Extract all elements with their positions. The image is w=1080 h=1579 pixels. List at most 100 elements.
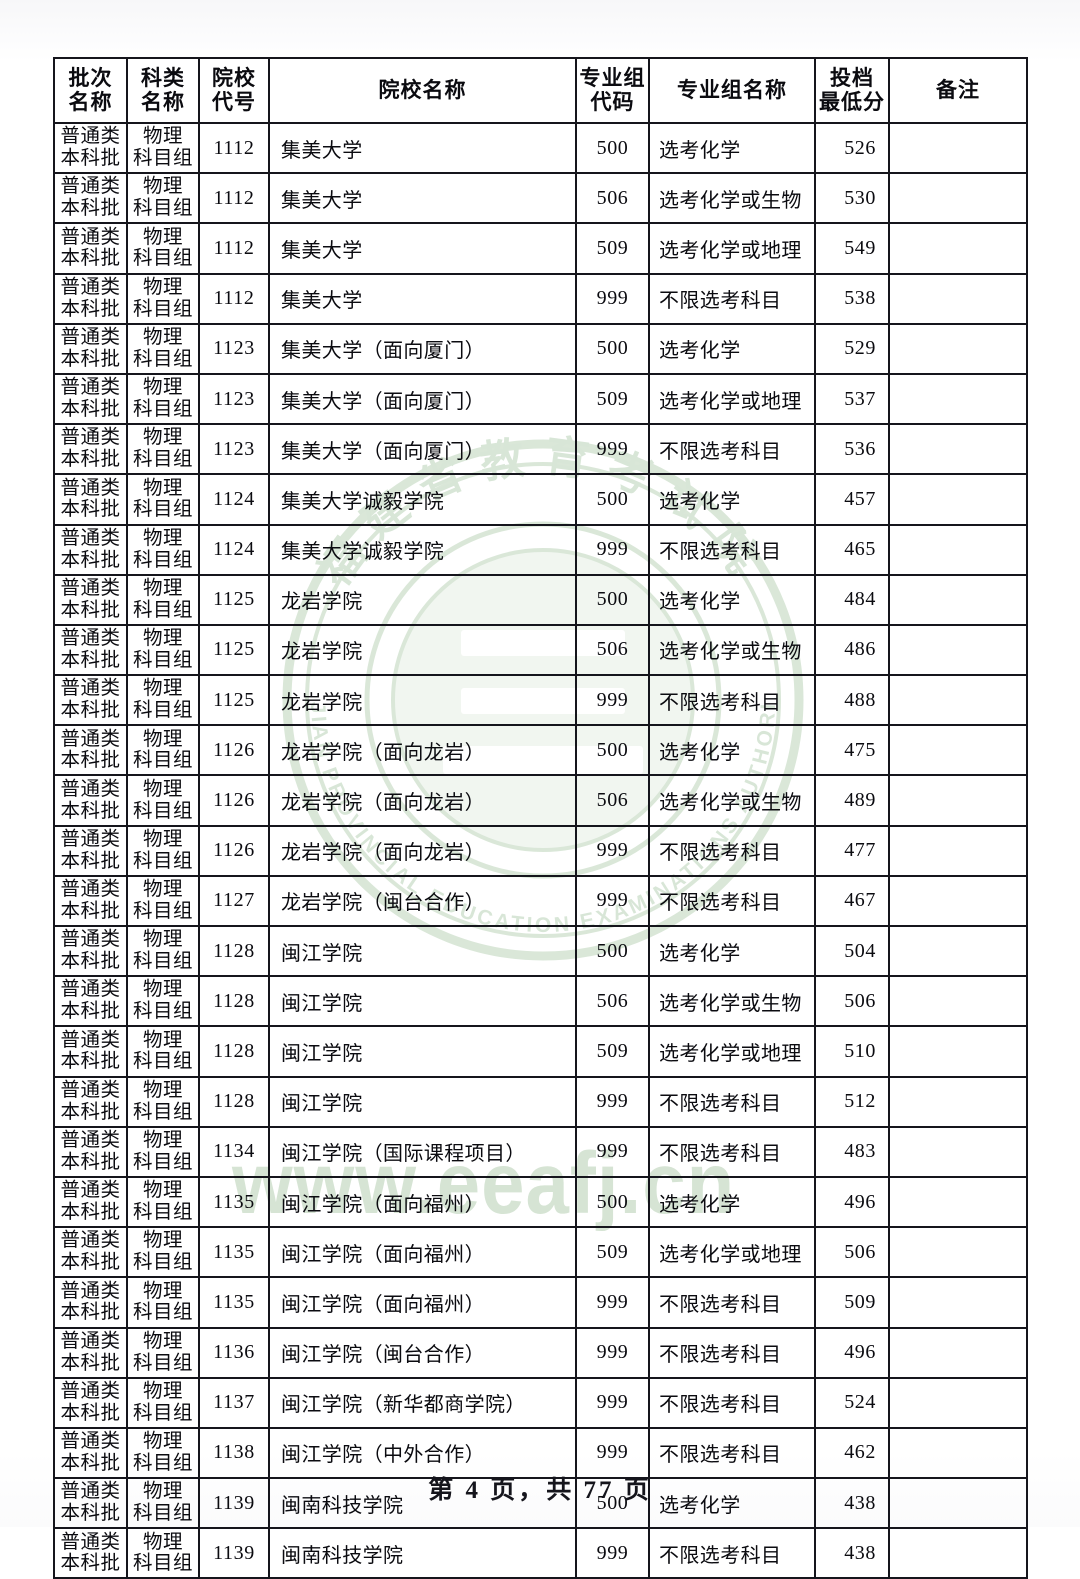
cell-min-score: 467 — [814, 874, 890, 928]
cell-school-name: 龙岩学院（面向龙岩） — [268, 824, 577, 877]
batch-line-1: 普通类 — [60, 678, 121, 700]
cell-group-code: 500 — [575, 1477, 650, 1530]
cell-group-name: 选考化学 — [648, 924, 816, 978]
subject-line-2: 科目组 — [132, 399, 193, 421]
cell-note — [888, 573, 1028, 626]
cell-note — [888, 1175, 1028, 1229]
cell-group-name: 选考化学或生物 — [648, 774, 816, 827]
cell-subject-name: 物理 科目组 — [126, 423, 200, 476]
subject-line-1: 物理 — [142, 1079, 183, 1101]
batch-line-1: 普通类 — [60, 276, 121, 298]
cell-school-name: 集美大学诚毅学院 — [268, 523, 577, 576]
table-row: 普通类 本科批 物理 科目组 1139 闽南科技学院 999 不限选考科目 438 — [53, 1527, 1028, 1579]
table-row: 普通类 本科批 物理 科目组 1112 集美大学 999 不限选考科目 538 — [53, 272, 1028, 325]
subject-line-1: 物理 — [142, 327, 183, 349]
cell-batch-name: 普通类 本科批 — [53, 623, 128, 677]
table-row: 普通类 本科批 物理 科目组 1126 龙岩学院（面向龙岩） 506 选考化学或生物 489 — [53, 774, 1028, 827]
subject-line-2: 科目组 — [132, 449, 193, 471]
batch-line-2: 本科批 — [60, 1001, 121, 1023]
cell-subject-name: 物理 科目组 — [126, 874, 200, 928]
cell-note — [888, 473, 1028, 526]
subject-line-1: 物理 — [142, 879, 183, 901]
subject-line-2: 科目组 — [132, 1452, 193, 1474]
cell-school-name: 闽江学院（闽台合作） — [268, 1326, 577, 1379]
batch-line-1: 普通类 — [60, 979, 121, 1001]
subject-line-1: 物理 — [142, 377, 183, 399]
cell-school-code: 1123 — [198, 322, 270, 375]
cell-batch-name: 普通类 本科批 — [53, 423, 128, 476]
cell-batch-name: 普通类 本科批 — [53, 824, 128, 877]
cell-school-code: 1124 — [198, 473, 270, 526]
subject-line-1: 物理 — [142, 628, 183, 650]
col-header-subject-name: 科类 名称 — [126, 57, 200, 124]
cell-group-code: 999 — [575, 824, 650, 877]
batch-line-1: 普通类 — [60, 427, 121, 449]
batch-line-1: 普通类 — [60, 477, 121, 499]
batch-line-2: 本科批 — [60, 1051, 121, 1073]
batch-line-2: 本科批 — [60, 499, 121, 521]
cell-batch-name: 普通类 本科批 — [53, 322, 128, 375]
subject-line-2: 科目组 — [132, 1151, 193, 1173]
subject-line-2: 科目组 — [132, 1352, 193, 1374]
table-row: 普通类 本科批 物理 科目组 1125 龙岩学院 506 选考化学或生物 486 — [53, 623, 1028, 677]
cell-min-score: 526 — [814, 121, 890, 175]
batch-line-2: 本科批 — [60, 198, 121, 220]
cell-note — [888, 924, 1028, 978]
cell-group-code: 999 — [575, 1376, 650, 1429]
cell-subject-name: 物理 科目组 — [126, 372, 200, 426]
cell-note — [888, 423, 1028, 476]
cell-min-score: 438 — [814, 1477, 890, 1530]
batch-line-1: 普通类 — [60, 1130, 121, 1152]
cell-batch-name: 普通类 本科批 — [53, 1326, 128, 1379]
batch-line-1: 普通类 — [60, 929, 121, 951]
table-row: 普通类 本科批 物理 科目组 1135 闽江学院（面向福州） 509 选考化学或地理 506 — [53, 1226, 1028, 1279]
cell-batch-name: 普通类 本科批 — [53, 1125, 128, 1178]
cell-batch-name: 普通类 本科批 — [53, 1527, 128, 1579]
batch-line-2: 本科批 — [60, 1252, 121, 1274]
table-row: 普通类 本科批 物理 科目组 1128 闽江学院 509 选考化学或地理 510 — [53, 1025, 1028, 1078]
table-row: 普通类 本科批 物理 科目组 1137 闽江学院（新华都商学院） 999 不限选考科目 524 — [53, 1376, 1028, 1429]
cell-subject-name: 物理 科目组 — [126, 824, 200, 877]
subject-line-2: 科目组 — [132, 1001, 193, 1023]
cell-batch-name: 普通类 本科批 — [53, 674, 128, 727]
col-header-min-score: 投档 最低分 — [814, 57, 890, 124]
header-line-1: 院校 — [212, 65, 256, 90]
cell-note — [888, 623, 1028, 677]
cell-group-name: 选考化学 — [648, 573, 816, 626]
subject-line-1: 物理 — [142, 126, 183, 148]
cell-school-name: 集美大学 — [268, 272, 577, 325]
cell-subject-name: 物理 科目组 — [126, 272, 200, 325]
cell-subject-name: 物理 科目组 — [126, 172, 200, 225]
cell-group-code: 506 — [575, 774, 650, 827]
cell-school-name: 闽江学院（新华都商学院） — [268, 1376, 577, 1429]
cell-group-code: 999 — [575, 523, 650, 576]
batch-line-2: 本科批 — [60, 1452, 121, 1474]
header-line-2: 代号 — [212, 89, 256, 114]
batch-line-1: 普通类 — [60, 1280, 121, 1302]
batch-line-1: 普通类 — [60, 327, 121, 349]
cell-group-code: 509 — [575, 222, 650, 275]
cell-school-code: 1123 — [198, 372, 270, 426]
cell-min-score: 529 — [814, 322, 890, 375]
subject-line-1: 物理 — [142, 1029, 183, 1051]
cell-school-name: 龙岩学院（面向龙岩） — [268, 774, 577, 827]
table-row: 普通类 本科批 物理 科目组 1112 集美大学 506 选考化学或生物 530 — [53, 172, 1028, 225]
cell-school-code: 1135 — [198, 1226, 270, 1279]
cell-group-code: 999 — [575, 1326, 650, 1379]
batch-line-1: 普通类 — [60, 1180, 121, 1202]
batch-line-2: 本科批 — [60, 750, 121, 772]
col-header-group-name: 专业组名称 — [648, 57, 816, 124]
subject-line-1: 物理 — [142, 477, 183, 499]
cell-school-code: 1137 — [198, 1376, 270, 1429]
cell-group-name: 不限选考科目 — [648, 874, 816, 928]
cell-school-code: 1127 — [198, 874, 270, 928]
cell-group-name: 不限选考科目 — [648, 674, 816, 727]
cell-group-name: 选考化学 — [648, 1477, 816, 1530]
cell-batch-name: 普通类 本科批 — [53, 272, 128, 325]
cell-min-score: 484 — [814, 573, 890, 626]
cell-school-code: 1136 — [198, 1326, 270, 1379]
cell-subject-name: 物理 科目组 — [126, 121, 200, 175]
table-row: 普通类 本科批 物理 科目组 1127 龙岩学院（闽台合作） 999 不限选考科目 467 — [53, 874, 1028, 928]
cell-school-code: 1135 — [198, 1276, 270, 1329]
table-row: 普通类 本科批 物理 科目组 1123 集美大学（面向厦门） 999 不限选考科目 536 — [53, 423, 1028, 476]
